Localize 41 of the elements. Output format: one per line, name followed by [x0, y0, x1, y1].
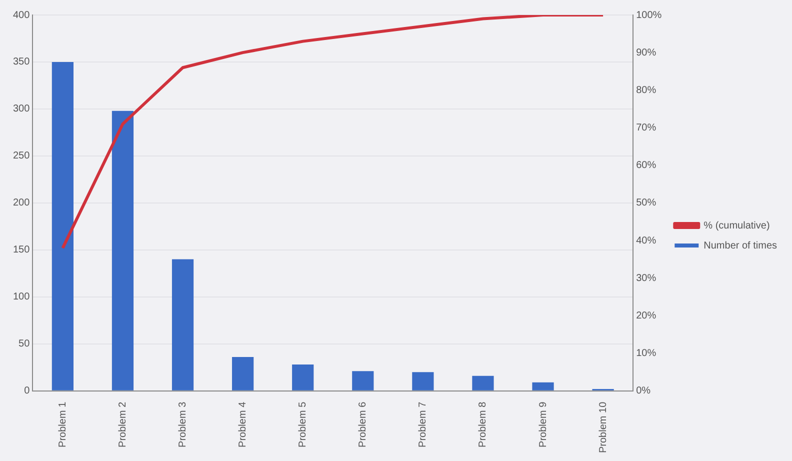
bar: [232, 357, 254, 390]
x-tick-label: Problem 5: [298, 401, 309, 448]
x-tick-label: Problem 3: [178, 401, 189, 448]
x-tick-label: Problem 1: [57, 401, 68, 448]
y2-tick-label: 40%: [636, 235, 656, 246]
y-tick-label: 0: [24, 386, 30, 397]
bar: [172, 259, 194, 390]
x-tick-label: Problem 7: [418, 401, 429, 448]
legend-label: % (cumulative): [704, 220, 770, 232]
bar: [52, 62, 74, 390]
y-tick-label: 250: [12, 150, 30, 162]
bar: [112, 110, 134, 390]
x-tick-label: Problem 9: [538, 401, 549, 448]
y2-tick-label: 50%: [636, 198, 656, 209]
x-tick-label: Problem 10: [598, 401, 609, 454]
x-tick-label: Problem 6: [358, 401, 369, 448]
bar: [532, 382, 554, 390]
y2-tick-label: 90%: [636, 47, 656, 58]
y-tick-label: 200: [12, 198, 30, 209]
x-tick-label: Problem 2: [117, 401, 128, 448]
y2-tick-label: 20%: [636, 310, 656, 322]
y-tick-label: 350: [12, 56, 30, 68]
y-tick-label: 50: [18, 338, 30, 350]
x-tick-label: Problem 8: [478, 401, 489, 448]
bar: [292, 364, 314, 390]
bar: [472, 376, 494, 390]
y-tick-label: 150: [12, 244, 30, 256]
legend-label: Number of times: [704, 240, 778, 252]
y-tick-label: 300: [12, 104, 30, 115]
y2-tick-label: 100%: [636, 10, 662, 21]
y2-tick-label: 80%: [636, 84, 656, 96]
y-tick-label: 100: [12, 292, 30, 303]
bar: [412, 372, 434, 390]
y-tick-label: 400: [12, 10, 30, 21]
bar: [352, 371, 374, 390]
y2-tick-label: 30%: [636, 272, 656, 284]
x-tick-label: Problem 4: [238, 401, 249, 448]
y2-tick-label: 10%: [636, 348, 656, 360]
y2-tick-label: 60%: [636, 160, 656, 172]
y2-tick-label: 0%: [636, 386, 651, 397]
y2-tick-label: 70%: [636, 122, 656, 134]
